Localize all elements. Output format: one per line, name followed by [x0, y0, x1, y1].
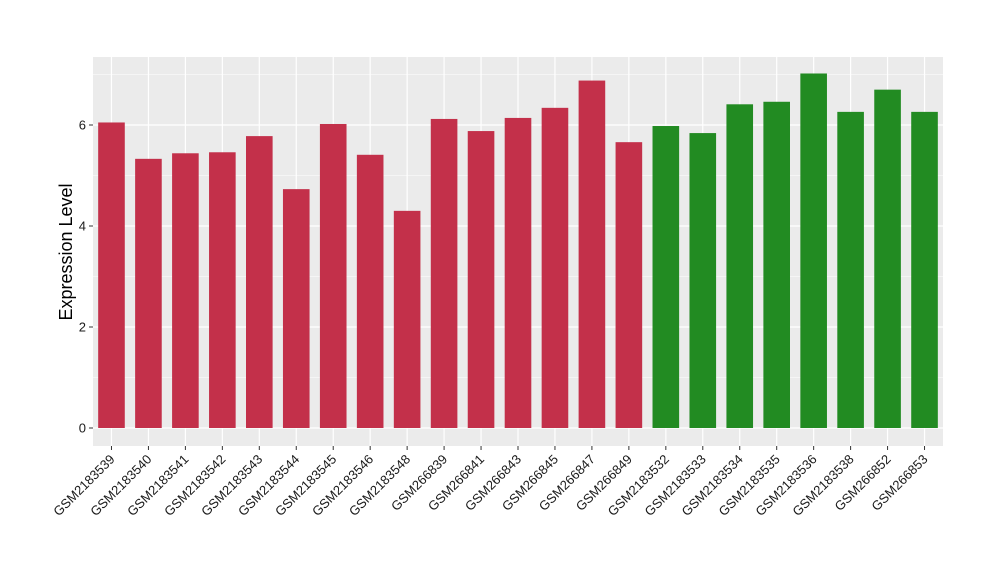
y-tick-label: 2 [79, 320, 86, 335]
bar-GSM2183545 [319, 123, 347, 429]
bar-GSM266849 [615, 142, 643, 429]
bar-GSM2183533 [689, 133, 717, 428]
y-axis-title: Expression Level [56, 183, 76, 320]
bar-GSM2183536 [800, 73, 827, 429]
bar-GSM2183532 [652, 126, 680, 428]
bar-GSM266845 [541, 107, 569, 428]
bar-GSM2183543 [246, 136, 273, 429]
y-tick-label: 4 [79, 219, 86, 234]
bar-GSM2183540 [135, 158, 162, 428]
bar-GSM266839 [430, 118, 458, 428]
bar-GSM2183538 [837, 111, 864, 429]
bar-GSM2183544 [282, 189, 310, 428]
bar-GSM2183535 [763, 101, 790, 429]
bar-GSM2183541 [172, 153, 199, 428]
y-tick-label: 6 [79, 118, 86, 133]
bar-GSM2183548 [393, 210, 421, 428]
y-tick-label: 0 [79, 421, 86, 436]
bar-GSM2183539 [98, 122, 125, 428]
bar-GSM266852 [874, 89, 901, 429]
bar-GSM2183534 [726, 104, 754, 429]
bar-GSM266853 [911, 111, 938, 429]
bar-GSM2183542 [209, 152, 236, 428]
bar-GSM266841 [467, 131, 495, 428]
bar-GSM2183546 [356, 154, 384, 429]
bar-GSM266843 [504, 117, 532, 429]
y-axis: 0 2 4 6 [79, 118, 93, 436]
bar-GSM266847 [578, 80, 606, 428]
bars [98, 73, 938, 429]
